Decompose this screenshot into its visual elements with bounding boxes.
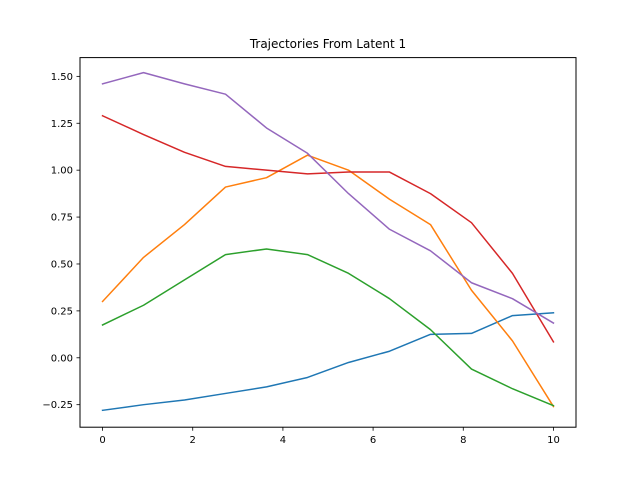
x-tick-label: 0 xyxy=(99,435,105,446)
y-axis: −0.25 0.00 0.25 0.50 0.75 1.00 1.25 1.50 xyxy=(42,72,80,411)
y-tick-label: 1.25 xyxy=(51,119,73,130)
x-tick-label: 2 xyxy=(190,435,196,446)
y-tick-label: 0.00 xyxy=(51,353,73,364)
y-tick-label: 1.00 xyxy=(51,166,73,177)
x-tick-label: 4 xyxy=(280,435,286,446)
series-line-2 xyxy=(101,154,555,408)
series-line-3 xyxy=(101,248,555,407)
y-tick-label: −0.25 xyxy=(42,400,73,411)
plot-frame xyxy=(79,57,577,428)
chart-title: Trajectories From Latent 1 xyxy=(249,37,406,51)
y-tick-label: 0.25 xyxy=(51,306,73,317)
x-tick-label: 10 xyxy=(547,435,560,446)
series-layer xyxy=(101,71,555,412)
x-tick-label: 6 xyxy=(370,435,376,446)
y-tick-label: 0.75 xyxy=(51,213,73,224)
x-tick-label: 8 xyxy=(460,435,466,446)
series-line-5 xyxy=(101,71,555,325)
x-axis: 0 2 4 6 8 10 xyxy=(99,427,560,446)
y-tick-label: 0.50 xyxy=(51,259,73,270)
series-line-1 xyxy=(101,311,555,412)
y-tick-label: 1.50 xyxy=(51,72,73,83)
